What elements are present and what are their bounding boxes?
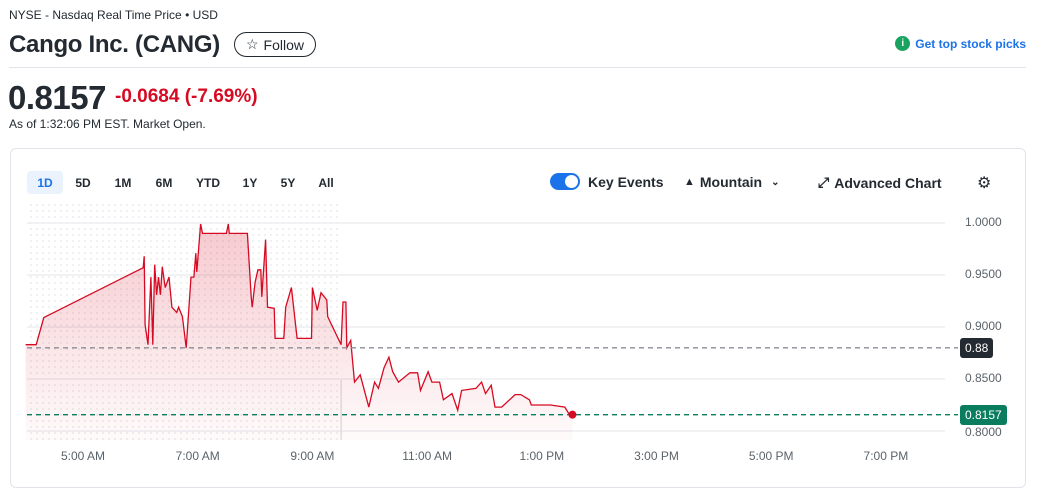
x-tick-label: 11:00 AM xyxy=(402,449,452,463)
x-tick-label: 7:00 AM xyxy=(175,449,220,463)
chart-type-label: Mountain xyxy=(699,174,763,190)
key-events-label: Key Events xyxy=(588,173,664,190)
y-tick-label: 0.9500 xyxy=(965,267,1002,281)
range-tab-1y[interactable]: 1Y xyxy=(242,175,258,190)
current-price: 0.8157 xyxy=(8,79,106,116)
advanced-chart-label: Advanced Chart xyxy=(834,174,942,191)
range-tab-5d[interactable]: 5D xyxy=(75,175,91,190)
price-change: -0.0684 (-7.69%) xyxy=(115,86,258,107)
x-tick-label: 5:00 AM xyxy=(60,449,106,463)
range-tab-1d[interactable]: 1D xyxy=(27,171,63,194)
exchange-label: NYSE - Nasdaq Real Time Price • USD xyxy=(9,8,218,22)
follow-button[interactable]: ☆ Follow xyxy=(234,32,316,57)
mountain-icon: ▲ xyxy=(684,176,695,188)
range-tab-5y[interactable]: 5Y xyxy=(280,175,296,190)
range-tab-all[interactable]: All xyxy=(318,175,334,190)
x-tick-label: 3:00 PM xyxy=(634,449,679,463)
range-tab-1m[interactable]: 1M xyxy=(114,175,132,190)
price-area xyxy=(25,224,573,440)
chevron-down-icon: ⌄ xyxy=(771,176,780,188)
expand-icon: ⤢ xyxy=(818,174,830,190)
divider xyxy=(9,67,1026,68)
chart-type-dropdown[interactable]: ▲ Mountain ⌄ xyxy=(684,174,780,190)
x-tick-label: 7:00 PM xyxy=(863,449,909,463)
range-tab-ytd[interactable]: YTD xyxy=(196,175,220,190)
y-tick-label: 0.8500 xyxy=(965,371,1002,385)
info-icon: i xyxy=(895,36,911,51)
range-tab-6m[interactable]: 6M xyxy=(155,175,173,190)
y-tick-label: 1.0000 xyxy=(965,215,1002,229)
as-of-timestamp: As of 1:32:06 PM EST. Market Open. xyxy=(9,117,206,131)
top-picks-label: Get top stock picks xyxy=(915,36,1026,51)
advanced-chart-button[interactable]: ⤢ Advanced Chart xyxy=(818,174,942,191)
price-line xyxy=(25,223,573,418)
x-tick-label: 1:00 PM xyxy=(519,449,565,463)
follow-label: Follow xyxy=(263,36,305,53)
prev-close-tag: 0.88 xyxy=(960,337,994,358)
page-title: Cango Inc. (CANG) xyxy=(9,31,220,58)
y-tick-label: 0.8000 xyxy=(965,425,1002,439)
current-price-dot xyxy=(568,410,577,419)
y-tick-label: 0.9000 xyxy=(965,319,1002,333)
key-events-toggle[interactable]: Key Events xyxy=(550,173,663,190)
x-tick-label: 9:00 AM xyxy=(290,449,335,463)
gear-icon[interactable]: ⚙ xyxy=(977,175,992,192)
current-price-tag: 0.8157 xyxy=(960,404,1007,425)
price-chart[interactable] xyxy=(0,0,1043,476)
toggle-switch[interactable] xyxy=(550,173,580,190)
star-icon: ☆ xyxy=(245,36,259,52)
top-picks-link[interactable]: i Get top stock picks xyxy=(895,36,1026,51)
x-tick-label: 5:00 PM xyxy=(748,449,794,463)
